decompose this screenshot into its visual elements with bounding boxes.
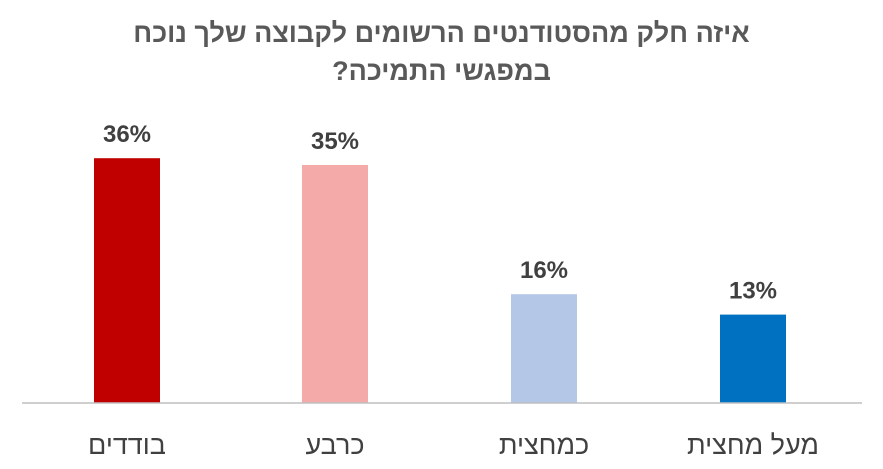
bar-3: [511, 294, 577, 403]
chart-title: איזה חלק מהסטודנטים הרשומים לקבוצה שלך נ…: [0, 14, 883, 90]
data-label-4: 13%: [729, 278, 777, 305]
category-label-4: מעל מחצית: [687, 430, 819, 460]
bar-4: [720, 314, 786, 403]
data-label-3: 16%: [520, 257, 568, 284]
category-label-2: כרבע: [305, 430, 364, 460]
bar-2: [302, 165, 368, 403]
bars-layer: [94, 158, 786, 403]
bar-1: [94, 158, 160, 403]
data-label-2: 35%: [311, 128, 359, 155]
chart-title-line-2: במפגשי התמיכה?: [332, 56, 551, 86]
category-label-3: כמחצית: [499, 430, 589, 460]
category-label-1: בודדים: [88, 430, 166, 460]
labels-layer: 36% בודדים 35% כרבע 16% כמחצית 13% מעל מחצית: [88, 121, 819, 460]
chart-title-line-1: איזה חלק מהסטודנטים הרשומים לקבוצה שלך נ…: [133, 18, 750, 48]
data-label-1: 36%: [103, 121, 151, 148]
